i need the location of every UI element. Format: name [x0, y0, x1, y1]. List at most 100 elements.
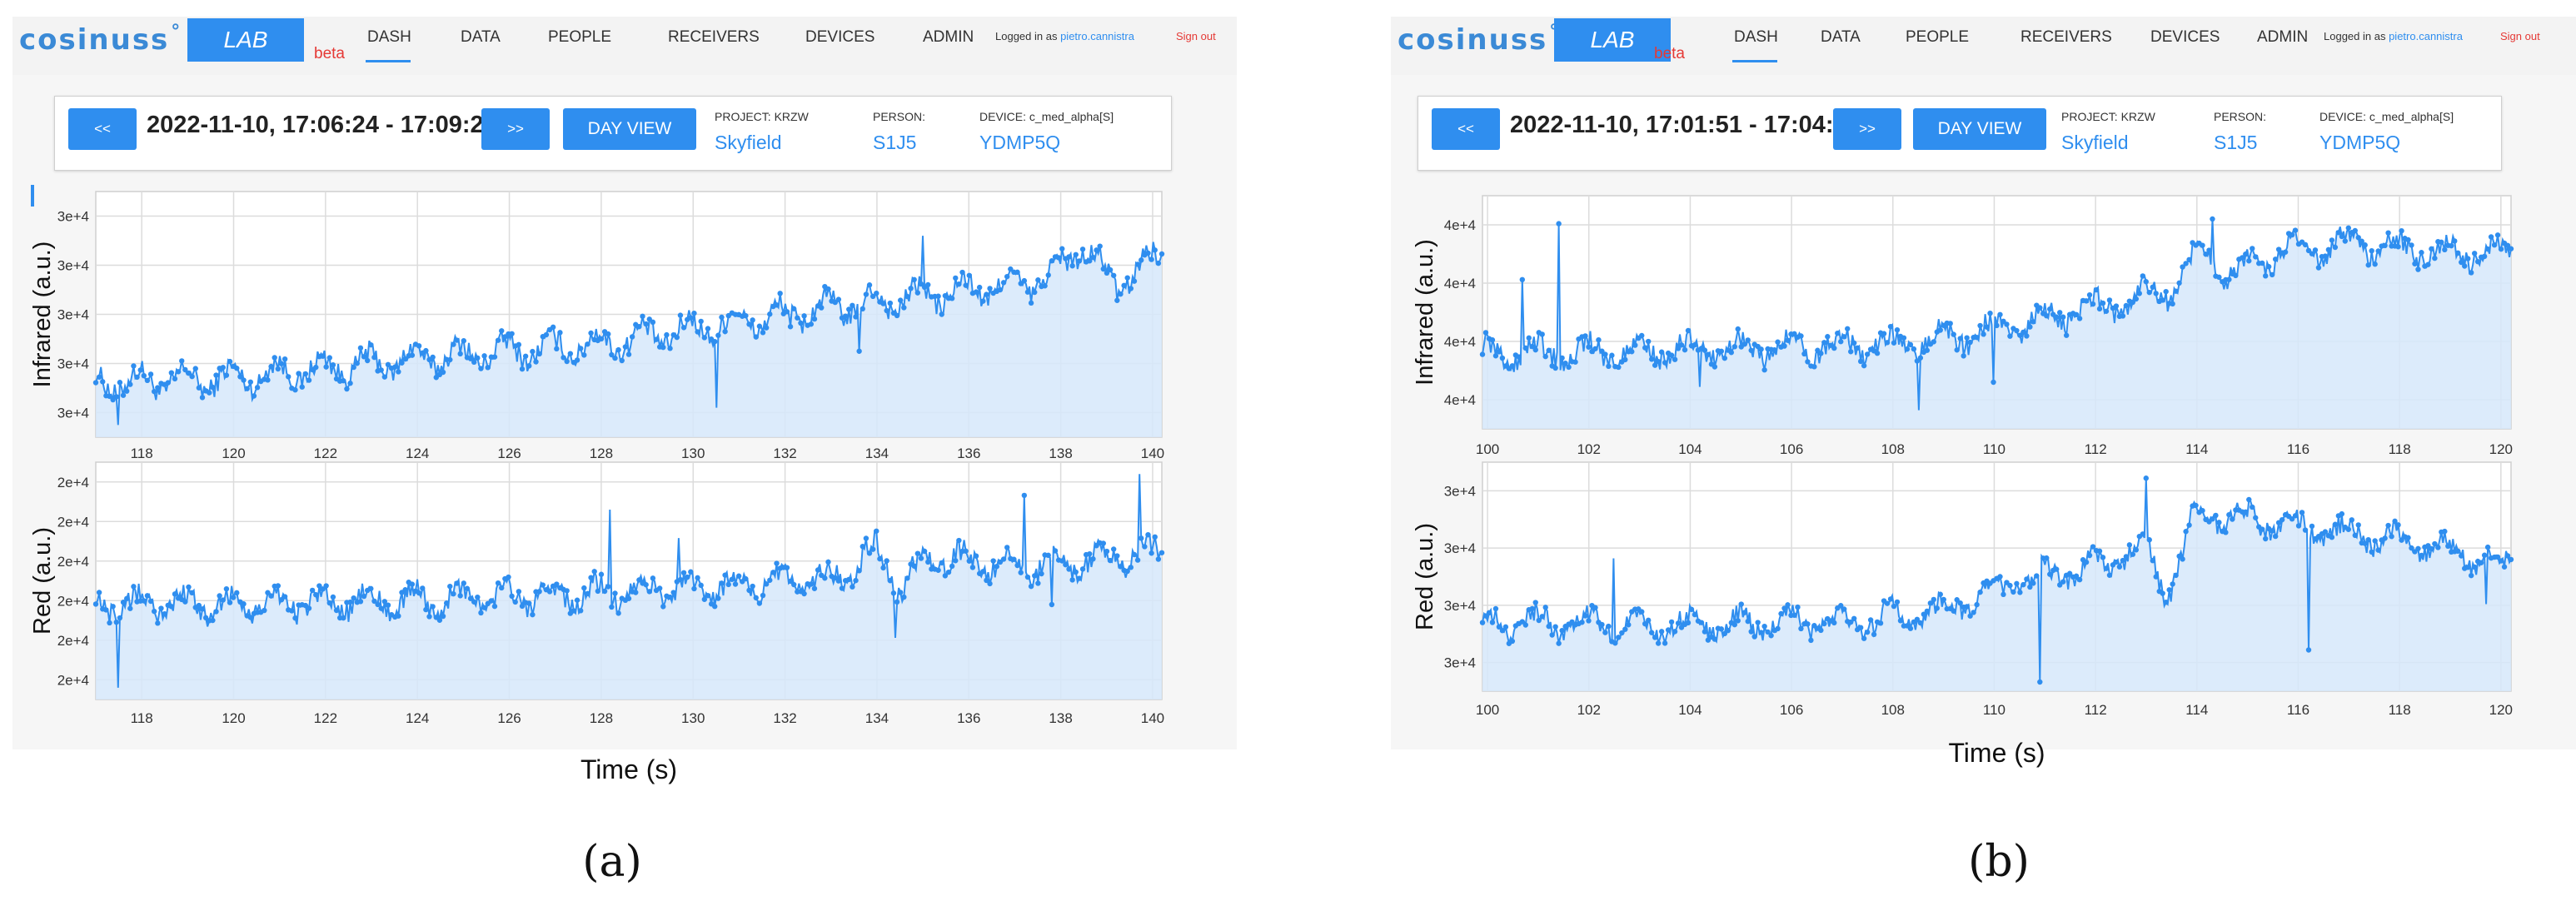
data-point [1599, 621, 1605, 628]
data-point [2160, 297, 2165, 303]
data-point [1725, 627, 1731, 634]
data-point [2352, 227, 2358, 234]
data-point [2113, 559, 2120, 565]
data-point [774, 560, 780, 566]
previous-button[interactable]: << [1432, 108, 1500, 150]
logged-in-user[interactable]: pietro.cannistra [2389, 30, 2463, 42]
nav-admin[interactable]: ADMIN [2257, 28, 2309, 46]
data-point [1100, 266, 1107, 272]
data-point [1791, 612, 1797, 618]
nav-data[interactable]: DATA [461, 28, 501, 46]
data-point [2439, 239, 2444, 246]
data-point [402, 356, 408, 362]
data-point [2260, 526, 2265, 532]
project-value[interactable]: Skyfield [2061, 132, 2129, 153]
data-point [540, 582, 546, 588]
lab-badge: LAB [1554, 18, 1671, 62]
data-point [409, 352, 416, 358]
brand-logo[interactable]: cosinuss° [19, 22, 182, 57]
data-point [1745, 337, 1751, 343]
data-point [330, 594, 336, 600]
previous-button[interactable]: << [68, 108, 137, 150]
y-tick-label: 3e+4 [57, 307, 89, 323]
data-point [2498, 246, 2504, 252]
data-point [457, 593, 463, 599]
nav-dash[interactable]: DASH [1734, 28, 1778, 46]
sign-out-link[interactable]: Sign out [1176, 30, 1216, 42]
nav-people[interactable]: PEOPLE [548, 28, 612, 46]
data-point [636, 324, 642, 330]
device-value[interactable]: YDMP5Q [979, 132, 1061, 153]
data-point [1158, 550, 1165, 555]
day-view-button[interactable]: DAY VIEW [563, 108, 696, 150]
data-point [619, 357, 625, 364]
data-point [530, 348, 536, 355]
data-point [585, 590, 590, 597]
data-point [2093, 286, 2100, 293]
data-point [1586, 344, 1592, 350]
data-point [2126, 542, 2133, 548]
nav-dash[interactable]: DASH [367, 28, 411, 46]
nav-data[interactable]: DATA [1821, 28, 1861, 46]
data-point [488, 598, 495, 604]
nav-devices[interactable]: DEVICES [2150, 28, 2220, 46]
data-point [832, 575, 838, 581]
data-point [2163, 600, 2169, 605]
data-point [1616, 635, 1622, 640]
data-point [461, 580, 467, 586]
data-point [2305, 647, 2312, 653]
data-point [375, 601, 381, 608]
nav-devices[interactable]: DEVICES [805, 28, 875, 46]
data-point [1035, 580, 1041, 586]
data-point [1045, 552, 1051, 559]
data-point [103, 607, 109, 613]
data-point [2146, 289, 2152, 296]
data-point [2024, 576, 2030, 582]
data-point [561, 355, 566, 361]
data-point [196, 385, 202, 391]
sign-out-link[interactable]: Sign out [2500, 30, 2540, 42]
y-tick-label: 2e+4 [57, 593, 89, 609]
project-value[interactable]: Skyfield [715, 132, 782, 153]
nav-admin[interactable]: ADMIN [923, 28, 974, 46]
person-value[interactable]: S1J5 [873, 132, 917, 153]
data-point [2272, 533, 2279, 540]
device-value[interactable]: YDMP5Q [2319, 132, 2401, 153]
data-point [234, 590, 240, 596]
day-view-button[interactable]: DAY VIEW [1913, 108, 2046, 150]
data-point [856, 348, 862, 354]
data-point [292, 615, 298, 621]
data-point [2419, 250, 2424, 256]
data-point [1655, 358, 1662, 365]
data-point [2103, 308, 2110, 314]
data-point [1751, 634, 1757, 640]
next-button[interactable]: >> [481, 108, 550, 150]
data-point [254, 385, 261, 391]
logged-in-user[interactable]: pietro.cannistra [1060, 30, 1134, 42]
person-value[interactable]: S1J5 [2214, 132, 2258, 153]
data-point [320, 586, 326, 592]
data-point [2120, 557, 2126, 564]
y-tick-label: 3e+4 [57, 209, 89, 225]
data-point [2329, 534, 2335, 540]
brand-logo[interactable]: cosinuss° [1398, 22, 1558, 57]
next-button[interactable]: >> [1833, 108, 1901, 150]
y-tick-label: 2e+4 [57, 672, 89, 688]
nav-receivers[interactable]: RECEIVERS [668, 28, 760, 46]
data-point [2322, 253, 2329, 259]
data-point [1616, 364, 1622, 371]
data-point [1158, 251, 1165, 257]
x-axis-label: Time (s) [1948, 738, 2045, 768]
data-point [1602, 351, 1608, 357]
data-point [884, 558, 889, 564]
nav-receivers[interactable]: RECEIVERS [2020, 28, 2112, 46]
data-point [1921, 611, 1927, 617]
data-point [430, 354, 436, 361]
data-point [151, 388, 157, 395]
data-point [2484, 544, 2491, 550]
y-tick-label: 2e+4 [57, 633, 89, 649]
y-tick-label: 3e+4 [1444, 598, 1476, 614]
nav-people[interactable]: PEOPLE [1906, 28, 1970, 46]
data-point [120, 600, 127, 605]
data-point [2375, 248, 2381, 254]
